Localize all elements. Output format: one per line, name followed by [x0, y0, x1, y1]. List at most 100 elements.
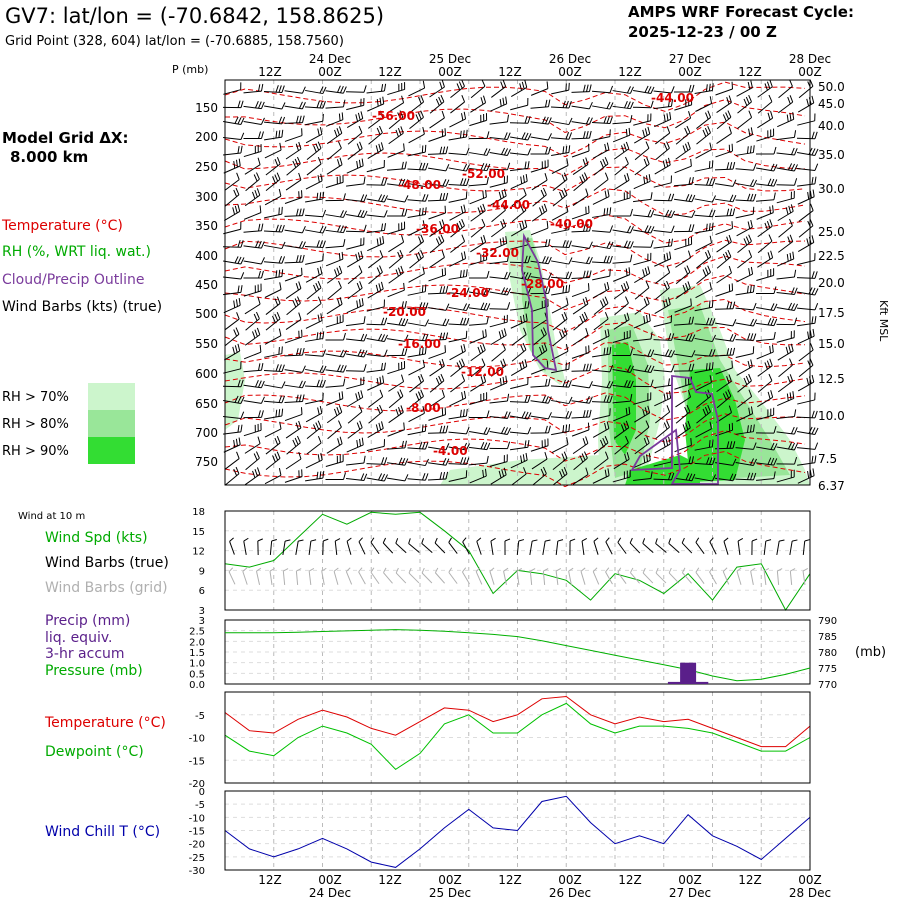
surface-wind-barb [448, 537, 458, 554]
barb-feather [507, 441, 511, 449]
barb-feather [480, 236, 484, 244]
barb-feather [770, 163, 775, 171]
wind-barb [263, 256, 286, 264]
wind-barb [286, 156, 301, 176]
barb-feather [439, 286, 443, 294]
wind-barb [223, 424, 243, 435]
barb-feather [773, 443, 778, 451]
barb-shaft [366, 337, 385, 343]
barb-feather [810, 203, 814, 211]
barb-feather [626, 173, 630, 181]
wind-barb [263, 85, 285, 93]
barb-feather [666, 420, 670, 428]
barb-feather [424, 346, 427, 355]
wind-barb [489, 132, 511, 140]
barb-shaft [429, 240, 445, 254]
barb-shaft [756, 275, 774, 281]
barb-feather [532, 539, 538, 542]
grid-wind-barb [383, 567, 393, 584]
barb-feather [684, 143, 689, 151]
wind-barb [755, 146, 777, 155]
barb-feather [682, 284, 686, 292]
wind-barb [510, 452, 528, 469]
barb-feather [603, 395, 607, 403]
barb-feather [463, 178, 467, 186]
barb-feather [398, 178, 403, 186]
barb-feather [521, 132, 526, 140]
barb-feather [421, 538, 424, 544]
wind-barb [613, 420, 630, 439]
barb-feather [814, 427, 819, 435]
grid-wind-barb [489, 567, 495, 585]
barb-feather [461, 358, 465, 366]
barb-feather [543, 203, 548, 211]
barb-shaft [634, 287, 650, 300]
wind-barb [755, 286, 777, 295]
wind-barb [674, 350, 696, 358]
barb-shaft [530, 88, 549, 96]
wind-barb [388, 249, 404, 269]
wind-barb [655, 420, 670, 440]
barb-feather [274, 298, 279, 306]
barb-feather [301, 241, 306, 249]
wind-barb [347, 404, 363, 424]
barb-shaft [634, 272, 650, 284]
barb-feather [668, 436, 671, 445]
wind-barb [448, 191, 468, 203]
barb-feather [728, 126, 732, 134]
wind-barb [428, 267, 447, 282]
wind-barb [653, 472, 675, 481]
wind-barb [531, 203, 548, 222]
barb-feather [814, 113, 816, 121]
wind-barb [347, 125, 363, 145]
barb-feather [281, 85, 285, 93]
wind-barb [347, 390, 364, 408]
wind-barb [633, 349, 655, 358]
wind-barb [511, 203, 527, 223]
barb-feather [625, 420, 630, 428]
barb-shaft [634, 133, 650, 144]
barb-feather [650, 226, 655, 234]
barb-feather [807, 331, 810, 339]
barb-feather [589, 363, 592, 371]
wind-barb [448, 470, 468, 482]
wind-barb [592, 268, 611, 281]
wind-barb [305, 173, 323, 190]
barb-feather [804, 539, 811, 542]
barb-feather [397, 391, 402, 399]
barb-shaft [715, 290, 733, 297]
barb-feather [808, 426, 813, 434]
barb-shaft [591, 230, 611, 233]
wind-barb [427, 192, 449, 202]
barb-shaft [735, 168, 754, 171]
barb-shaft [358, 541, 366, 555]
wind-barb [243, 117, 265, 125]
barb-feather [360, 98, 362, 107]
barb-shaft [695, 149, 712, 159]
barb-feather [789, 234, 794, 242]
barb-shaft [757, 101, 773, 114]
barb-shaft [735, 353, 754, 358]
wind-barb [798, 203, 814, 222]
wind-barb [613, 281, 630, 300]
barb-feather [728, 95, 732, 103]
wind-barb [532, 327, 547, 347]
barb-shaft [709, 541, 717, 555]
barb-feather [339, 157, 343, 165]
temperature-contour-label: -56.00 [372, 109, 415, 123]
pressure-tick-label: 780 [818, 648, 837, 659]
y-tick-label: 0.0 [189, 680, 205, 691]
barb-feather [604, 296, 609, 304]
barb-feather [466, 178, 470, 186]
barb-shaft [429, 396, 445, 408]
barb-shaft [333, 571, 339, 585]
grid-wind-barb [568, 567, 574, 585]
wind-barb [551, 424, 571, 436]
barb-feather [279, 282, 282, 290]
wind-barb [305, 452, 323, 469]
barb-shaft [551, 89, 569, 95]
wind-barb [796, 302, 819, 311]
wind-barb [407, 162, 429, 171]
barb-shaft [368, 396, 383, 408]
barb-shaft [796, 416, 816, 419]
